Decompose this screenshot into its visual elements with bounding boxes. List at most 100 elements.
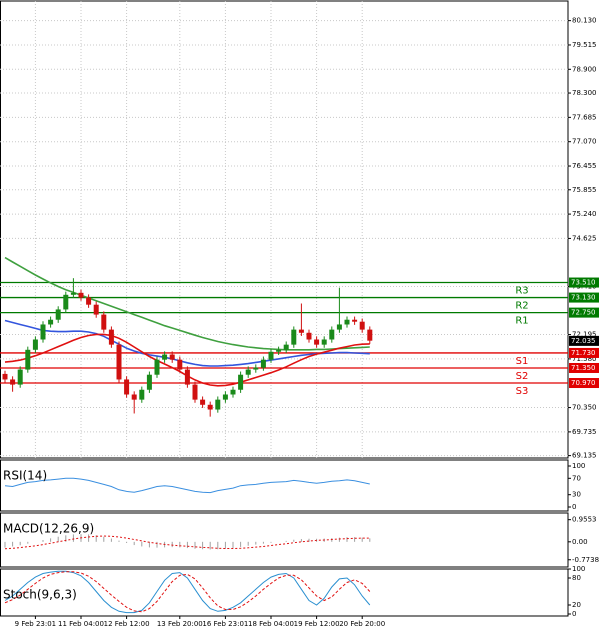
x-tick-label: 16 Feb 23:01 (202, 620, 248, 628)
price-box-label: 70.970 (571, 379, 596, 387)
y-tick-label: 75.855 (572, 186, 597, 194)
candle-body (298, 329, 304, 333)
y-tick-label: 78.900 (572, 65, 597, 73)
candle-body (352, 319, 358, 322)
last-price-label: 72.035 (571, 337, 596, 345)
y-tick-label: 69.135 (572, 452, 597, 460)
pivot-name: R3 (515, 286, 528, 297)
y-tick-label: 100 (572, 565, 585, 573)
candle-body (146, 374, 152, 390)
y-tick-label: 71.580 (572, 355, 597, 363)
pivot-name: S3 (516, 386, 529, 397)
price-box (569, 378, 599, 389)
candle-body (207, 404, 213, 410)
pivot-name: S2 (516, 371, 529, 382)
candle-body (48, 319, 54, 325)
panel (0, 512, 569, 568)
candle-body (268, 351, 274, 360)
candle-body (70, 292, 76, 295)
panel (0, 568, 569, 617)
candle-body (314, 339, 320, 345)
price-box (569, 292, 599, 303)
candle-body (245, 369, 251, 375)
y-tick-label: 0.9553 (572, 516, 597, 524)
candle-body (321, 339, 327, 345)
candle-body (367, 329, 373, 341)
x-tick-label: 9 Feb 23:01 (15, 620, 56, 628)
indicator-line (4, 477, 370, 494)
candle-body (359, 321, 365, 330)
price-box-label: 71.730 (571, 349, 596, 357)
price-box-label: 73.510 (571, 279, 596, 287)
candle-body (336, 324, 342, 330)
candle-body (40, 324, 46, 340)
x-tick-label: 18 Feb 04:00 (248, 620, 294, 628)
candle-body (344, 319, 350, 325)
y-tick-label: 0 (572, 503, 576, 511)
y-tick-label: 30 (572, 491, 581, 499)
y-tick-label: 79.515 (572, 41, 597, 49)
y-tick-label: 80.130 (572, 17, 597, 25)
y-tick-label: 70 (572, 474, 581, 482)
moving-average (4, 319, 370, 367)
candle-body (131, 394, 137, 400)
indicator-line (4, 571, 371, 613)
x-tick-label: 20 Feb 20:00 (339, 620, 385, 628)
price-box (569, 277, 599, 288)
indicator-title: Stoch(9,6,3) (3, 588, 77, 602)
y-tick-label: 74.625 (572, 234, 597, 242)
indicator-title: RSI(14) (3, 469, 47, 483)
candle-body (306, 332, 312, 340)
y-tick-label: 69.735 (572, 428, 597, 436)
price-box-label: 73.130 (571, 294, 596, 302)
candle-body (291, 329, 297, 345)
y-tick-label: 100 (572, 462, 585, 470)
x-tick-label: 13 Feb 20:00 (157, 620, 203, 628)
price-box-label: 71.350 (571, 364, 596, 372)
y-tick-label: 70.350 (572, 404, 597, 412)
candle-body (192, 384, 198, 400)
y-tick-label: 80 (572, 574, 581, 582)
pivot-name: R2 (515, 301, 528, 312)
candle-body (329, 329, 335, 340)
panel (0, 0, 569, 459)
candle-body (222, 394, 228, 400)
candle-body (139, 389, 145, 400)
candle-body (124, 379, 130, 395)
candle-body (283, 344, 289, 350)
x-tick-label: 19 Feb 12:00 (294, 620, 340, 628)
candle-body (10, 379, 16, 385)
y-tick-label: 72.195 (572, 331, 597, 339)
y-tick-label: 78.300 (572, 89, 597, 97)
candle-body (230, 389, 236, 395)
candle-body (63, 294, 69, 310)
y-tick-label: -0.7738 (572, 556, 599, 564)
moving-average (4, 256, 370, 351)
candle-body (177, 359, 183, 370)
price-box-label: 72.750 (571, 309, 596, 317)
candle-body (55, 309, 61, 320)
candle-body (184, 369, 190, 385)
price-box (569, 347, 599, 358)
x-tick-label: 11 Feb 04:00 (58, 620, 104, 628)
y-tick-label: 0.00 (572, 538, 588, 546)
x-tick-label: 12 Feb 12:00 (104, 620, 150, 628)
last-price-box (569, 335, 599, 346)
candle-body (215, 399, 221, 410)
candle-body (253, 367, 259, 370)
candle-body (116, 344, 122, 380)
pivot-name: R1 (515, 316, 528, 327)
candle-body (93, 304, 99, 315)
candle-body (17, 369, 23, 385)
pivot-name: S1 (516, 356, 529, 367)
candle-body (32, 339, 38, 350)
macd-signal (4, 535, 370, 550)
y-tick-label: 0 (572, 610, 576, 618)
candle-body (276, 349, 282, 352)
candle-body (78, 292, 84, 298)
y-tick-label: 20 (572, 601, 581, 609)
y-tick-label: 77.070 (572, 138, 597, 146)
candle-body (200, 399, 206, 405)
